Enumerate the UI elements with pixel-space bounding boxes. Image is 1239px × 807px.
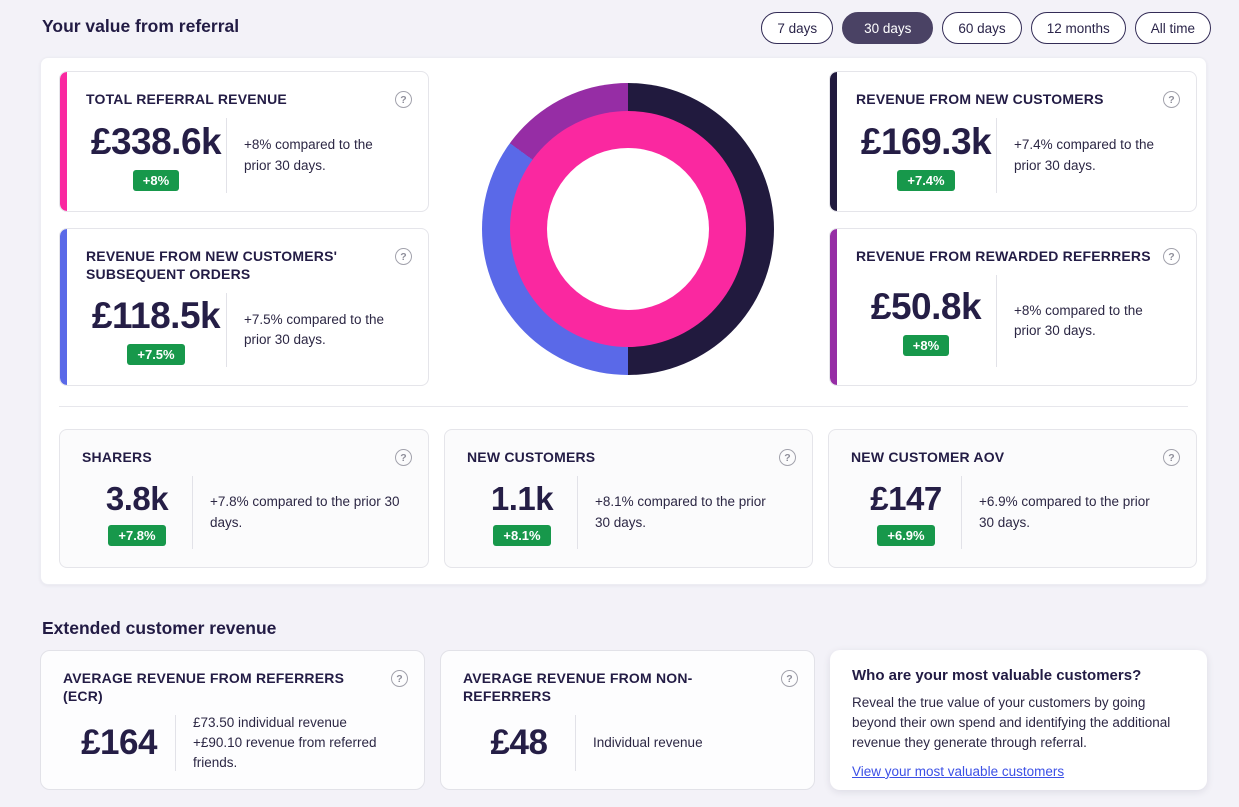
change-badge: +7.4% — [897, 169, 955, 191]
card-revenue-new-customers: REVENUE FROM NEW CUSTOMERS ? £169.3k +7.… — [829, 71, 1197, 212]
help-icon[interactable]: ? — [779, 449, 796, 466]
help-icon[interactable]: ? — [395, 91, 412, 108]
metric-description: +8.1% compared to the prior 30 days. — [595, 494, 766, 530]
vertical-divider — [961, 476, 962, 549]
card-title: AVERAGE REVENUE FROM REFERRERS (ECR) — [63, 670, 345, 705]
page-title: Your value from referral — [42, 16, 240, 36]
referral-revenue-donut-chart — [482, 83, 774, 375]
card-title: REVENUE FROM NEW CUSTOMERS — [856, 91, 1104, 107]
change-badge: +6.9% — [877, 524, 935, 546]
filter-12-months[interactable]: 12 months — [1030, 12, 1126, 44]
card-avg-revenue-referrers: AVERAGE REVENUE FROM REFERRERS (ECR) ? £… — [40, 650, 425, 790]
vertical-divider — [175, 715, 176, 771]
accent-bar-blue — [60, 229, 67, 385]
date-range-filter: 7 days 30 days 60 days 12 months All tim… — [761, 12, 1211, 44]
metric-description: +6.9% compared to the prior 30 days. — [979, 494, 1150, 530]
accent-bar-navy — [830, 72, 837, 211]
metric-value: 1.1k — [490, 479, 554, 517]
vertical-divider — [575, 715, 576, 771]
metric-description: +7.5% compared to the prior 30 days. — [244, 311, 384, 348]
card-revenue-subsequent-orders: REVENUE FROM NEW CUSTOMERS' SUBSEQUENT O… — [59, 228, 429, 386]
card-sharers: SHARERS ? 3.8k +7.8% +7.8% compared to t… — [59, 429, 429, 568]
card-revenue-rewarded-referrers: REVENUE FROM REWARDED REFERRERS ? £50.8k… — [829, 228, 1197, 386]
metric-description: +8% compared to the prior 30 days. — [1014, 302, 1143, 339]
metric-value: £338.6k — [90, 120, 222, 162]
vertical-divider — [192, 476, 193, 549]
vertical-divider — [577, 476, 578, 549]
filter-7-days[interactable]: 7 days — [761, 12, 834, 44]
metric-value: 3.8k — [105, 479, 169, 517]
help-icon[interactable]: ? — [781, 670, 798, 687]
change-badge: +8% — [902, 335, 950, 357]
change-badge: +7.5% — [127, 344, 185, 366]
card-avg-revenue-non-referrers: AVERAGE REVENUE FROM NON-REFERRERS ? £48… — [440, 650, 815, 790]
card-title: TOTAL REFERRAL REVENUE — [86, 91, 287, 107]
info-card-heading: Who are your most valuable customers? — [852, 667, 1142, 684]
horizontal-divider — [59, 406, 1188, 407]
donut-hole — [547, 148, 709, 310]
vertical-divider — [996, 118, 997, 193]
metric-value: £50.8k — [870, 286, 982, 328]
valuable-customers-info-card: Who are your most valuable customers? Re… — [830, 650, 1207, 790]
info-card-body: Reveal the true value of your customers … — [852, 695, 1171, 750]
card-new-customers: NEW CUSTOMERS ? 1.1k +8.1% +8.1% compare… — [444, 429, 813, 568]
filter-30-days[interactable]: 30 days — [842, 12, 934, 44]
card-title: REVENUE FROM NEW CUSTOMERS' SUBSEQUENT O… — [86, 248, 338, 283]
extended-revenue-heading: Extended customer revenue — [42, 618, 277, 638]
filter-60-days[interactable]: 60 days — [942, 12, 1022, 44]
card-title: AVERAGE REVENUE FROM NON-REFERRERS — [463, 670, 693, 705]
card-title: REVENUE FROM REWARDED REFERRERS — [856, 248, 1151, 264]
desc-line-2: +£90.10 revenue from referred friends. — [193, 735, 377, 771]
help-icon[interactable]: ? — [395, 449, 412, 466]
accent-bar-pink — [60, 72, 67, 211]
filter-all-time[interactable]: All time — [1134, 12, 1211, 44]
metric-value: £169.3k — [860, 120, 992, 162]
card-new-customer-aov: NEW CUSTOMER AOV ? £147 +6.9% +6.9% comp… — [828, 429, 1197, 568]
change-badge: +7.8% — [108, 524, 166, 546]
help-icon[interactable]: ? — [1163, 449, 1180, 466]
metric-description: £73.50 individual revenue +£90.10 revenu… — [176, 713, 396, 774]
metric-description: +7.4% compared to the prior 30 days. — [1014, 137, 1154, 173]
card-title: NEW CUSTOMERS — [467, 449, 596, 465]
accent-bar-purple — [830, 229, 837, 385]
view-valuable-customers-link[interactable]: View your most valuable customers — [852, 763, 1065, 779]
metric-value: £164 — [81, 723, 157, 763]
referral-value-panel: TOTAL REFERRAL REVENUE ? £338.6k +8% +8%… — [40, 57, 1207, 585]
metric-value: £48 — [490, 723, 548, 763]
metric-value: £147 — [870, 479, 942, 517]
help-icon[interactable]: ? — [1163, 248, 1180, 265]
help-icon[interactable]: ? — [1163, 91, 1180, 108]
help-icon[interactable]: ? — [395, 248, 412, 265]
metric-value: £118.5k — [91, 295, 221, 337]
card-total-referral-revenue: TOTAL REFERRAL REVENUE ? £338.6k +8% +8%… — [59, 71, 429, 212]
vertical-divider — [996, 275, 997, 367]
vertical-divider — [226, 293, 227, 367]
metric-description: +7.8% compared to the prior 30 days. — [210, 494, 400, 530]
help-icon[interactable]: ? — [391, 670, 408, 687]
metric-description: +8% compared to the prior 30 days. — [244, 137, 373, 173]
change-badge: +8% — [132, 169, 180, 191]
metric-description: Individual revenue — [593, 735, 703, 751]
change-badge: +8.1% — [493, 524, 551, 546]
vertical-divider — [226, 118, 227, 193]
desc-line-1: £73.50 individual revenue — [193, 714, 347, 730]
card-title: SHARERS — [82, 449, 152, 465]
card-title: NEW CUSTOMER AOV — [851, 449, 1005, 465]
